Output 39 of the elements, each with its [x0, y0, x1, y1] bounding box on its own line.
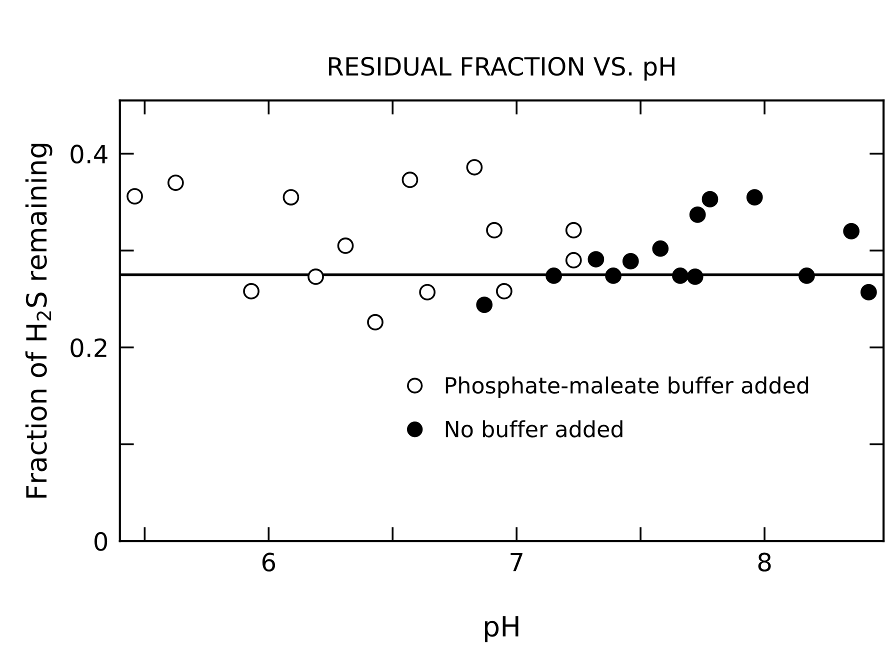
y-tick-label: 0.2 — [70, 338, 106, 358]
legend-label: Phosphate-maleate buffer added — [446, 376, 808, 398]
x-tick-label: 8 — [758, 552, 771, 572]
y-tick-label: 0.4 — [70, 144, 108, 164]
point — [702, 191, 718, 208]
y-axis-title: Fraction of H$_{2}$S remaining — [25, 144, 52, 498]
point — [486, 222, 502, 238]
point — [860, 284, 877, 300]
point — [565, 252, 582, 268]
point — [476, 296, 493, 313]
point — [496, 283, 512, 300]
point — [622, 253, 639, 270]
chart-title: RESIDUAL FRACTION VS. pH — [329, 56, 674, 81]
point — [402, 172, 418, 188]
point — [798, 268, 815, 284]
point — [466, 159, 483, 176]
point — [419, 284, 436, 300]
x-tick-label: 6 — [262, 552, 276, 572]
x-tick-label: 7 — [510, 552, 522, 572]
point — [672, 268, 688, 284]
point — [546, 268, 562, 284]
point — [337, 238, 354, 254]
point — [282, 189, 300, 206]
point — [167, 174, 184, 191]
y-tick-label: 0 — [94, 532, 108, 551]
point — [689, 206, 706, 223]
point — [652, 240, 669, 257]
point — [243, 283, 260, 300]
point — [308, 268, 324, 285]
point — [367, 314, 384, 330]
point — [565, 222, 582, 238]
point — [843, 222, 860, 240]
point — [588, 251, 604, 268]
legend-label: No buffer added — [446, 420, 622, 438]
point — [605, 268, 622, 284]
x-axis-title: pH — [484, 616, 518, 642]
point — [686, 268, 704, 285]
point — [746, 189, 763, 206]
point — [126, 188, 143, 205]
